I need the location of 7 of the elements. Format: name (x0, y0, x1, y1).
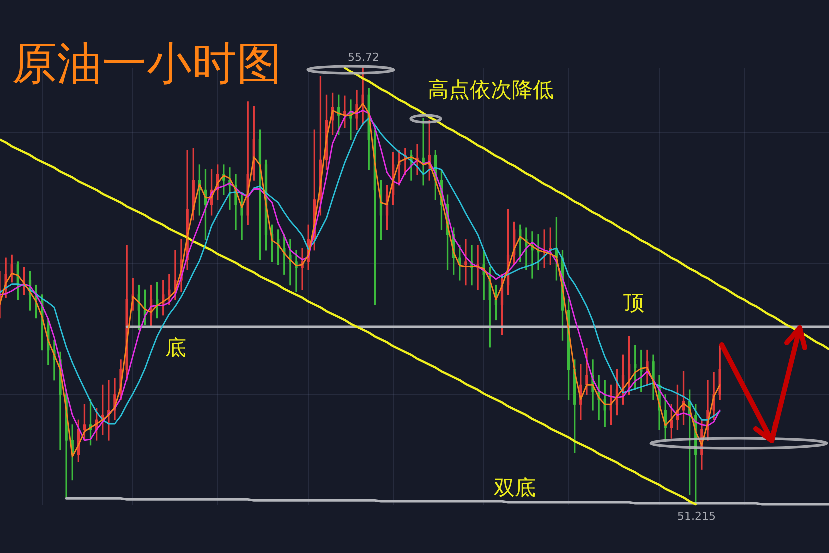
annotation: 高点依次降低 (428, 78, 554, 102)
annotation: 顶 (624, 290, 644, 315)
annotation: 双底 (494, 476, 536, 500)
annotation: 底 (166, 336, 186, 360)
annotation: 51.215 (678, 510, 716, 523)
chart-title: 原油一小时图 (12, 37, 282, 90)
annotation: 55.72 (348, 51, 380, 64)
